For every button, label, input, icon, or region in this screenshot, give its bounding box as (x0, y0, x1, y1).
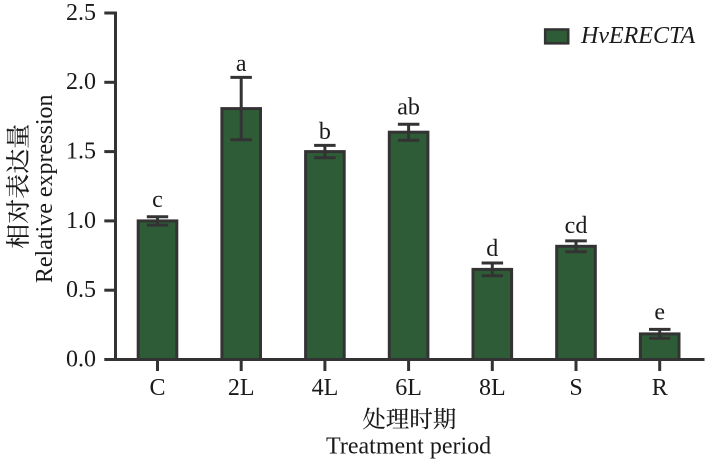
svg-text:0.0: 0.0 (66, 346, 96, 372)
svg-text:a: a (236, 51, 247, 77)
svg-text:C: C (149, 375, 165, 401)
svg-text:Relative expression: Relative expression (32, 94, 58, 283)
svg-text:2L: 2L (228, 375, 255, 401)
svg-text:cd: cd (565, 213, 588, 239)
svg-text:2.0: 2.0 (66, 69, 96, 95)
svg-text:1.5: 1.5 (66, 139, 96, 165)
svg-text:ab: ab (397, 95, 420, 121)
svg-text:R: R (652, 375, 668, 401)
svg-text:2.5: 2.5 (66, 0, 96, 26)
svg-text:HvERECTA: HvERECTA (580, 23, 696, 49)
svg-text:c: c (152, 187, 163, 213)
svg-text:8L: 8L (479, 375, 506, 401)
svg-text:d: d (486, 236, 498, 262)
svg-text:b: b (319, 119, 331, 145)
svg-text:0.5: 0.5 (66, 277, 96, 303)
svg-text:S: S (569, 375, 582, 401)
svg-text:4L: 4L (312, 375, 339, 401)
svg-text:1.0: 1.0 (66, 208, 96, 234)
svg-text:6L: 6L (395, 375, 422, 401)
svg-text:Treatment period: Treatment period (326, 433, 491, 459)
svg-text:e: e (654, 300, 665, 326)
